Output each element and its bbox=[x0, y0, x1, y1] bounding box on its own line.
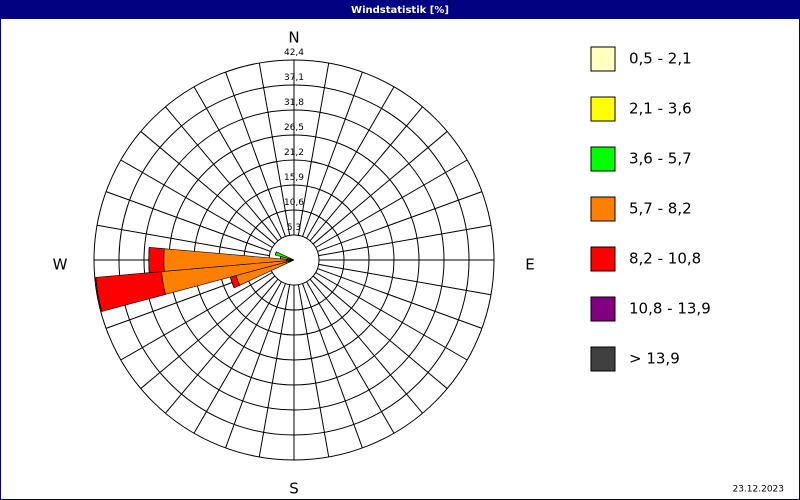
legend-swatch bbox=[590, 196, 616, 222]
spoke bbox=[318, 263, 492, 296]
r-tick-label: 26,5 bbox=[284, 123, 304, 133]
spoke bbox=[105, 191, 271, 252]
r-tick-label: 5,3 bbox=[287, 223, 301, 233]
r-tick-label: 15,9 bbox=[284, 173, 304, 183]
direction-label: N bbox=[288, 29, 299, 47]
direction-label: W bbox=[53, 256, 68, 274]
spoke bbox=[315, 272, 468, 361]
r-tick-label: 10,6 bbox=[284, 198, 304, 208]
spoke bbox=[258, 62, 291, 236]
spoke bbox=[302, 283, 363, 449]
legend-label: 3,6 - 5,7 bbox=[629, 150, 692, 168]
spoke bbox=[306, 281, 395, 434]
spoke bbox=[302, 71, 363, 237]
legend-label: > 13,9 bbox=[629, 350, 680, 368]
spoke bbox=[309, 278, 423, 414]
legend-label: 2,1 - 3,6 bbox=[629, 100, 692, 118]
spoke bbox=[225, 283, 286, 449]
spoke bbox=[312, 131, 448, 245]
legend-swatch bbox=[590, 146, 616, 172]
spoke bbox=[297, 62, 330, 236]
spoke bbox=[120, 159, 273, 248]
r-tick-label: 21,2 bbox=[284, 148, 304, 158]
spoke bbox=[140, 131, 276, 245]
legend-label: 10,8 - 13,9 bbox=[629, 300, 711, 318]
legend-swatch bbox=[590, 96, 616, 122]
wind-sector bbox=[148, 247, 150, 273]
legend-swatch bbox=[590, 46, 616, 72]
spoke bbox=[193, 281, 282, 434]
title-bar bbox=[0, 0, 800, 19]
date: 23.12.2023 bbox=[732, 485, 784, 495]
spoke bbox=[317, 191, 483, 252]
spoke bbox=[312, 275, 448, 389]
spoke bbox=[317, 268, 483, 329]
wind-sector bbox=[95, 277, 103, 312]
legend-label: 8,2 - 10,8 bbox=[629, 250, 701, 268]
r-tick-label: 31,8 bbox=[284, 98, 304, 108]
chart-title: Windstatistik [%] bbox=[351, 5, 449, 16]
legend-label: 0,5 - 2,1 bbox=[629, 50, 692, 68]
r-tick-label: 37,1 bbox=[284, 73, 304, 83]
wind-sector bbox=[275, 251, 277, 256]
legend-swatch bbox=[590, 246, 616, 272]
spoke bbox=[193, 86, 282, 239]
spoke bbox=[297, 284, 330, 458]
legend-swatch bbox=[590, 346, 616, 372]
spoke bbox=[318, 224, 492, 257]
spoke bbox=[315, 159, 468, 248]
direction-label: S bbox=[289, 480, 299, 498]
spoke bbox=[165, 106, 279, 242]
legend-swatch bbox=[590, 296, 616, 322]
spoke bbox=[96, 224, 270, 257]
spoke bbox=[306, 86, 395, 239]
spoke bbox=[258, 284, 291, 458]
spoke bbox=[120, 272, 273, 361]
direction-label: E bbox=[525, 256, 534, 274]
spoke bbox=[165, 278, 279, 414]
spoke bbox=[140, 275, 276, 389]
r-tick-label: 42,4 bbox=[284, 48, 304, 58]
legend-label: 5,7 - 8,2 bbox=[629, 200, 692, 218]
spoke bbox=[309, 106, 423, 242]
spoke bbox=[225, 71, 286, 237]
wind-sector bbox=[148, 247, 165, 273]
